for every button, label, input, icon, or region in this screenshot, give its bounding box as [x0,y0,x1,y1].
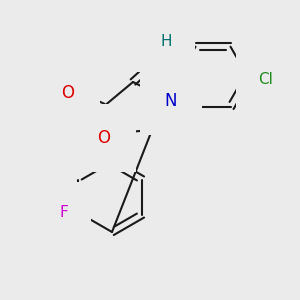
Text: N: N [165,92,177,110]
Text: F: F [59,205,68,220]
Text: H: H [160,34,172,50]
Text: Cl: Cl [259,71,273,86]
Text: O: O [98,129,110,147]
Text: O: O [61,84,74,102]
